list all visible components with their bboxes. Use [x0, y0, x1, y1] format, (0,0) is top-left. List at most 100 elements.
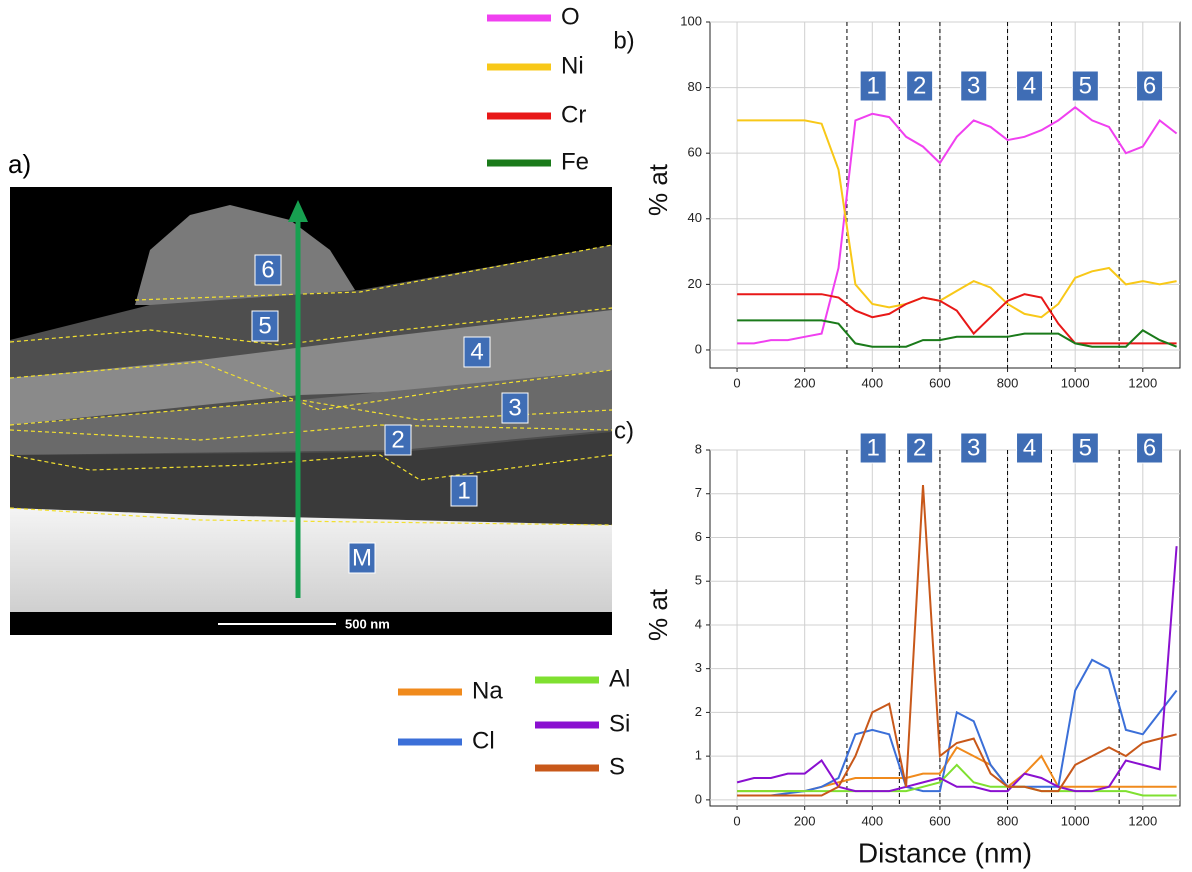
- y-tick-label: 7: [695, 485, 702, 500]
- boundary: [134, 244, 613, 301]
- panel-label: a): [8, 149, 31, 179]
- boundary: [9, 424, 613, 441]
- x-tick-label: 400: [861, 813, 883, 828]
- x-tick-label: 400: [861, 375, 883, 390]
- label-text: 5: [1079, 434, 1092, 461]
- label-box: [1016, 70, 1044, 102]
- x-tick-label: 800: [997, 813, 1019, 828]
- label-text: 2: [913, 72, 926, 99]
- boundary: [9, 399, 613, 426]
- label-text: 1: [866, 72, 879, 99]
- label-text: 3: [967, 434, 980, 461]
- x-tick-label: 1200: [1128, 813, 1157, 828]
- y-tick-label: 0: [695, 341, 702, 356]
- plot-area: [709, 449, 1181, 807]
- label-text: 5: [1079, 72, 1092, 99]
- y-axis-label: % at: [643, 588, 673, 641]
- label-text: 2: [391, 426, 404, 453]
- y-tick-label: 8: [695, 441, 702, 456]
- x-axis-label: Distance (nm): [858, 837, 1032, 868]
- series-line: [737, 106, 1178, 345]
- legend-label: Al: [609, 665, 630, 692]
- y-tick-label: 5: [695, 573, 702, 588]
- label-text: 6: [1143, 434, 1156, 461]
- legend-label: O: [561, 3, 580, 30]
- label-box: [251, 310, 279, 342]
- x-tick-label: 800: [997, 375, 1019, 390]
- y-tick-label: 2: [695, 704, 702, 719]
- y-tick-label: 0: [695, 791, 702, 806]
- label-box: [501, 392, 529, 424]
- series-line: [737, 319, 1177, 348]
- series-line: [736, 546, 1178, 793]
- label-box: [463, 336, 491, 368]
- label-box: [1136, 70, 1164, 102]
- label-box: [960, 432, 988, 464]
- label-box: [906, 432, 934, 464]
- label-box: [906, 70, 934, 102]
- label-box: [1071, 70, 1099, 102]
- boundary: [9, 507, 613, 526]
- label-box: [859, 432, 887, 464]
- x-tick-label: 200: [794, 375, 816, 390]
- layer: [10, 310, 612, 425]
- y-tick-label: 60: [688, 145, 702, 160]
- boundary: [9, 361, 613, 411]
- y-tick-label: 3: [695, 660, 702, 675]
- label-text: 6: [261, 256, 274, 283]
- x-tick-label: 1200: [1128, 375, 1157, 390]
- y-axis-label: % at: [643, 163, 673, 216]
- legend-label: S: [609, 753, 625, 780]
- y-tick-label: 80: [688, 79, 702, 94]
- panel-label: b): [613, 27, 634, 54]
- label-box: [1071, 432, 1099, 464]
- plot-area: [709, 21, 1181, 369]
- y-tick-label: 4: [695, 616, 702, 631]
- x-tick-label: 1000: [1061, 813, 1090, 828]
- series-line: [737, 484, 1177, 797]
- label-box: [254, 254, 282, 286]
- legend-label: Si: [609, 710, 630, 737]
- legend-label: Cl: [472, 727, 495, 754]
- legend-label: Ni: [561, 52, 584, 79]
- label-text: 2: [913, 434, 926, 461]
- label-text: 1: [866, 434, 879, 461]
- legend-label: Cr: [561, 101, 586, 128]
- layer: [10, 370, 612, 455]
- panel-label: c): [614, 417, 634, 444]
- series-line: [737, 658, 1178, 797]
- x-tick-label: 200: [794, 813, 816, 828]
- y-tick-label: 40: [688, 210, 702, 225]
- label-box: [859, 70, 887, 102]
- label-text: M: [352, 544, 372, 571]
- label-text: 4: [1023, 72, 1036, 99]
- label-box: [384, 424, 412, 456]
- label-box: [348, 542, 376, 574]
- label-text: 1: [457, 477, 470, 504]
- legend-label: Fe: [561, 148, 589, 175]
- label-box: [1136, 432, 1164, 464]
- y-tick-label: 20: [688, 276, 702, 291]
- label-text: 6: [1143, 72, 1156, 99]
- micrograph: a) 500 nm 6 5 4 3 2 1 M: [8, 149, 613, 635]
- y-tick-label: 100: [680, 13, 702, 28]
- label-text: 3: [967, 72, 980, 99]
- x-tick-label: 600: [929, 813, 951, 828]
- series-line: [737, 293, 1177, 345]
- label-text: 5: [258, 312, 271, 339]
- metal: [10, 508, 612, 612]
- label-box: [1016, 432, 1044, 464]
- label-box: [450, 475, 478, 507]
- scale-label: 500 nm: [345, 616, 390, 631]
- y-tick-label: 1: [695, 748, 702, 763]
- arrow-head: [288, 200, 308, 222]
- legend-label: Na: [472, 677, 503, 704]
- series-line: [737, 119, 1177, 319]
- x-tick-label: 600: [929, 375, 951, 390]
- y-tick-label: 6: [695, 529, 702, 544]
- x-tick-label: 1000: [1061, 375, 1090, 390]
- series-line: [737, 763, 1177, 797]
- x-tick-label: 0: [733, 813, 740, 828]
